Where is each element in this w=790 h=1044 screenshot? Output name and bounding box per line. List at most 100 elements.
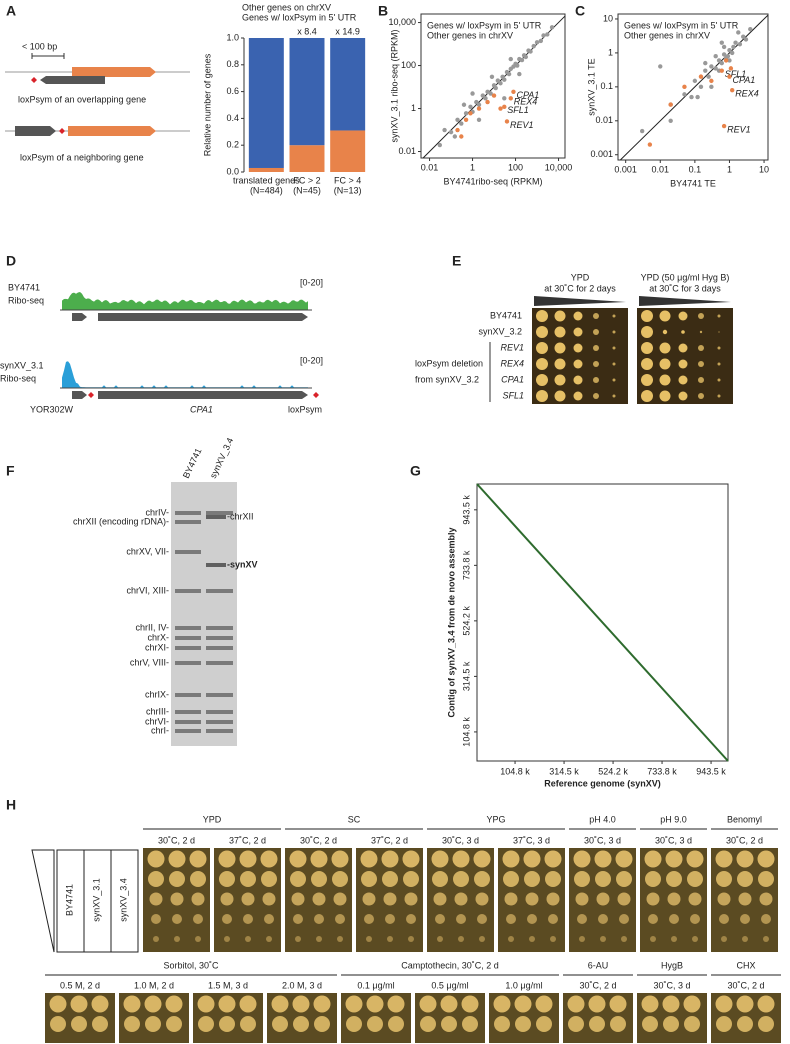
colony-spot — [382, 871, 398, 887]
strain: REX4 — [500, 358, 524, 368]
colony-spot — [742, 936, 748, 942]
colony-spot — [615, 850, 633, 868]
point — [719, 40, 724, 45]
colony-spot — [123, 995, 141, 1013]
bar-segment — [289, 38, 325, 146]
colony-spot — [149, 892, 163, 906]
panel-label: G — [410, 463, 421, 479]
point — [459, 121, 464, 126]
colony-spot — [678, 359, 688, 369]
colony-spot — [666, 871, 682, 887]
colony-spot — [577, 914, 587, 924]
colony-spot — [678, 311, 688, 321]
plate-condition: 1.5 M, 3 d — [208, 980, 248, 990]
colony-spot — [617, 892, 631, 906]
condition-title: YPD — [203, 814, 222, 824]
colony-spot — [593, 313, 599, 319]
colony-spot — [219, 871, 235, 887]
y-tick-label: 0.1 — [600, 81, 613, 91]
colony-spot — [310, 850, 328, 868]
point — [709, 64, 714, 69]
plate-condition: 30˚C, 3 d — [584, 835, 621, 845]
colony-spot — [260, 850, 278, 868]
point — [727, 58, 732, 63]
annotation: x 8.4 — [297, 26, 317, 36]
caption: loxPsym of a neighboring gene — [20, 152, 144, 162]
colony-spot — [716, 1016, 732, 1032]
point — [682, 92, 687, 97]
colony-spot — [594, 850, 612, 868]
colony-spot — [699, 330, 703, 334]
condition-title: Sorbitol, 30˚C — [163, 960, 219, 970]
point — [534, 40, 540, 45]
point — [483, 96, 488, 101]
plate-condition: 1.0 M, 2 d — [134, 980, 174, 990]
colony-spot — [458, 936, 464, 942]
colony-spot — [536, 326, 548, 338]
colony-spot — [596, 892, 610, 906]
condition: YPD — [571, 272, 590, 282]
colony-spot — [403, 871, 419, 887]
colony-spot — [385, 914, 395, 924]
colony-spot — [609, 995, 627, 1013]
point — [474, 99, 479, 105]
colony-spot — [641, 310, 653, 322]
x-tick-label: 0.01 — [652, 164, 670, 174]
point — [733, 40, 738, 45]
gel-band — [206, 626, 233, 630]
plate-condition: 30˚C, 2 d — [727, 980, 764, 990]
group-label: loxPsym deletion — [415, 358, 483, 368]
colony-spot — [554, 374, 566, 386]
point — [463, 117, 469, 122]
panel-label: H — [6, 797, 16, 813]
colony-spot — [763, 936, 769, 942]
colony-spot — [494, 1016, 510, 1032]
legend-entry: Other genes on chrXV — [242, 2, 331, 12]
gel-band — [206, 710, 233, 714]
x-tick-label: 100 — [508, 162, 523, 172]
gene-model — [72, 313, 87, 321]
point — [545, 32, 550, 37]
point — [668, 102, 673, 107]
colony-spot — [550, 936, 556, 942]
gel-band — [206, 729, 233, 733]
point — [506, 71, 512, 77]
colony-spot — [293, 914, 303, 924]
legend-entry: Other genes in chrXV — [427, 30, 513, 40]
colony-spot — [717, 346, 721, 350]
colony-spot — [474, 871, 490, 887]
point — [541, 33, 546, 38]
colony-spot — [504, 892, 518, 906]
point — [698, 74, 704, 79]
colony-spot — [690, 914, 700, 924]
point — [639, 128, 645, 134]
band-label: chrIII- — [146, 706, 169, 716]
colony-spot — [218, 995, 236, 1013]
strain: synXV_3.2 — [478, 326, 522, 336]
point — [709, 84, 714, 90]
point — [741, 34, 746, 39]
point — [730, 87, 735, 93]
point — [476, 117, 482, 122]
condition-title: SC — [348, 814, 361, 824]
gel-band — [175, 520, 201, 524]
colony-spot — [612, 394, 616, 398]
colony-spot — [600, 936, 606, 942]
x-axis-title: BY4741ribo-seq (RPKM) — [443, 176, 542, 186]
plot-frame — [476, 483, 729, 762]
colony-spot — [190, 871, 206, 887]
colony-spot — [545, 871, 561, 887]
gel — [171, 482, 237, 746]
y-tick-label: 100 — [401, 60, 416, 70]
colony-spot — [573, 343, 583, 353]
colony-spot — [220, 892, 234, 906]
colony-spot — [388, 1016, 404, 1032]
point-label: SFL1 — [507, 105, 529, 115]
colony-spot — [473, 850, 491, 868]
colony-spot — [573, 850, 591, 868]
colony-spot — [575, 892, 589, 906]
colony-spot — [698, 377, 704, 383]
panel-label: D — [6, 253, 16, 269]
gel-band — [175, 636, 201, 640]
